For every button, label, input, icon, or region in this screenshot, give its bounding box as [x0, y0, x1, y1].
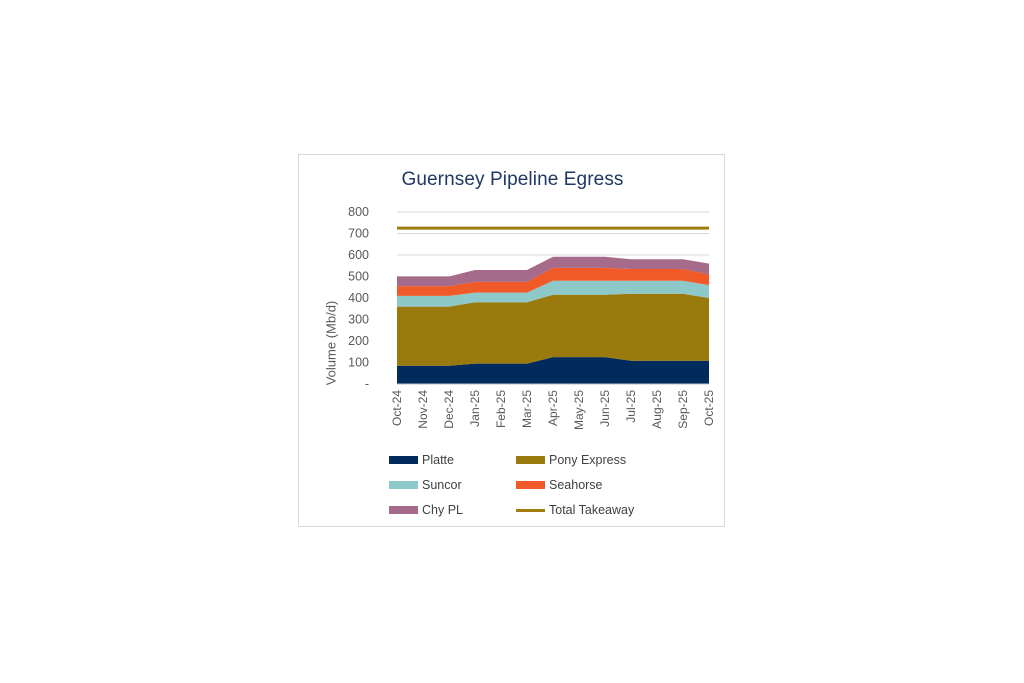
area-series-suncor — [397, 280, 709, 307]
x-tick-label: Nov-24 — [416, 390, 430, 429]
y-tick-label: - — [365, 377, 369, 391]
area-series-seahorse — [397, 267, 709, 296]
legend-swatch — [389, 506, 418, 514]
area-series-platte — [397, 357, 709, 384]
legend-item: Platte — [389, 451, 516, 469]
y-tick-label: 600 — [348, 248, 369, 262]
legend-item: Pony Express — [516, 451, 676, 469]
legend-item: Chy PL — [389, 501, 516, 519]
legend-item: Total Takeaway — [516, 501, 676, 519]
plot-area: - 100 200 300 400 500 600 700 800 Oct-24 Nov-24 Dec… — [348, 205, 716, 430]
legend: Platte Pony Express Suncor Seahorse Chy PL To… — [389, 451, 689, 519]
y-tick-label: 400 — [348, 291, 369, 305]
x-tick-label: Sep-25 — [676, 390, 690, 429]
legend-label: Total Takeaway — [549, 503, 635, 517]
legend-label: Suncor — [422, 478, 462, 492]
y-tick-label: 500 — [348, 270, 369, 284]
x-tick-label: Feb-25 — [494, 390, 508, 428]
y-tick-label: 300 — [348, 313, 369, 327]
legend-label: Chy PL — [422, 503, 463, 517]
legend-swatch — [516, 481, 545, 489]
legend-swatch — [516, 508, 545, 512]
x-tick-label: Oct-24 — [390, 390, 404, 426]
x-tick-label: Oct-25 — [702, 390, 716, 426]
legend-swatch — [389, 456, 418, 464]
area-series-chy-pl — [397, 256, 709, 287]
x-tick-label: Mar-25 — [520, 390, 534, 428]
chart-container: Guernsey Pipeline Egress Volume (Mb/d) -… — [298, 154, 725, 527]
x-tick-label: Jul-25 — [624, 390, 638, 423]
x-tick-label: May-25 — [572, 390, 586, 430]
legend-item: Seahorse — [516, 476, 676, 494]
area-series-pony-express — [397, 293, 709, 366]
legend-item: Suncor — [389, 476, 516, 494]
y-tick-label: 200 — [348, 334, 369, 348]
legend-label: Seahorse — [549, 478, 603, 492]
x-tick-label: Jan-25 — [468, 390, 482, 427]
y-tick-label: 700 — [348, 227, 369, 241]
x-tick-label: Aug-25 — [650, 390, 664, 429]
x-tick-label: Dec-24 — [442, 390, 456, 429]
y-tick-label: 800 — [348, 205, 369, 219]
legend-swatch — [516, 456, 545, 464]
x-tick-label: Jun-25 — [598, 390, 612, 427]
legend-swatch — [389, 481, 418, 489]
legend-label: Pony Express — [549, 453, 627, 467]
y-tick-label: 100 — [348, 356, 369, 370]
x-tick-label: Apr-25 — [546, 390, 560, 426]
chart-title: Guernsey Pipeline Egress — [401, 169, 624, 190]
legend-label: Platte — [422, 453, 454, 467]
